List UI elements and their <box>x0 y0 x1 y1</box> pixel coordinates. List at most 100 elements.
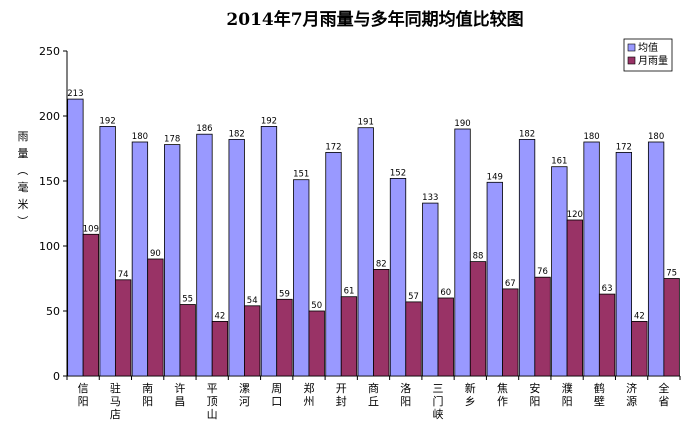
category-label: 阳 <box>562 395 573 408</box>
data-label-mean: 190 <box>454 119 470 129</box>
bar-monthly <box>405 301 422 377</box>
bar-monthly <box>147 258 164 377</box>
bar-monthly <box>437 297 454 377</box>
category-label: 封 <box>336 394 347 408</box>
data-label-mean: 182 <box>519 129 535 139</box>
bar-mean <box>454 128 471 377</box>
y-axis-label-char: 毫 <box>18 180 29 194</box>
data-label-mean: 161 <box>551 157 567 167</box>
data-label-monthly: 50 <box>311 301 322 311</box>
data-label-mean: 172 <box>616 142 632 152</box>
data-label-monthly: 59 <box>279 289 290 299</box>
data-labels: 213 109 192 74 180 90 178 55 186 42 182 54 192 59 151 5… <box>67 89 677 321</box>
data-label-monthly: 55 <box>182 295 193 305</box>
category-label: 壁 <box>594 394 605 408</box>
y-axis-label-char: 量 <box>18 147 29 160</box>
category-label: 昌 <box>174 395 185 408</box>
data-label-mean: 192 <box>261 116 277 126</box>
bar-mean <box>357 127 374 377</box>
category-label: 新 <box>465 381 476 395</box>
data-label-mean: 191 <box>358 118 374 128</box>
category-label: 作 <box>497 395 508 408</box>
category-label: 南 <box>142 382 153 395</box>
bar-mean <box>518 138 536 377</box>
data-label-mean: 180 <box>132 132 148 142</box>
category-label: 乡 <box>465 395 476 408</box>
category-label: 店 <box>110 407 121 421</box>
data-label-monthly: 42 <box>215 311 226 321</box>
y-tick-label: 150 <box>39 175 60 188</box>
bar-monthly <box>566 219 583 377</box>
category-label: 焦 <box>497 382 508 395</box>
category-label: 济 <box>626 381 637 395</box>
bar-mean <box>228 138 245 377</box>
y-tick-label: 250 <box>39 45 60 58</box>
data-label-mean: 178 <box>164 135 180 145</box>
legend-label: 月雨量 <box>638 55 668 67</box>
category-label: 河 <box>239 395 250 408</box>
bar-mean <box>647 141 665 377</box>
bar-monthly <box>244 305 261 377</box>
data-label-monthly: 63 <box>602 284 613 294</box>
legend-label: 均值 <box>638 41 658 54</box>
data-label-mean: 152 <box>390 168 406 178</box>
bar-monthly <box>469 261 487 377</box>
chart-title: 2014年7月雨量与多年同期均值比较图 <box>226 9 523 30</box>
y-axis-label-char: （ <box>16 165 29 176</box>
data-label-monthly: 42 <box>634 311 645 321</box>
bars <box>67 98 680 377</box>
bar-mean <box>615 151 633 377</box>
category-label: 商 <box>368 381 379 395</box>
y-axis-label: 雨量 （ 毫米 ） <box>16 130 29 227</box>
category-label: 鹤 <box>594 381 605 395</box>
bar-mean <box>293 179 310 377</box>
bar-monthly <box>663 278 680 377</box>
category-label: 山 <box>207 408 218 421</box>
category-label: 全 <box>658 381 669 395</box>
category-label: 濮 <box>562 381 573 395</box>
category-label: 州 <box>303 395 314 408</box>
category-label: 平 <box>207 382 218 395</box>
data-label-mean: 186 <box>196 124 212 134</box>
bar-monthly <box>276 298 293 377</box>
data-label-monthly: 120 <box>567 210 583 220</box>
data-label-monthly: 109 <box>83 224 99 234</box>
bar-mean <box>551 166 568 377</box>
category-label: 源 <box>626 394 637 408</box>
data-label-monthly: 75 <box>666 269 677 279</box>
data-label-mean: 182 <box>229 129 245 139</box>
category-label: 马 <box>110 395 121 408</box>
y-axis-label-char: 雨 <box>18 130 29 143</box>
bar-monthly <box>211 320 229 377</box>
category-label: 阳 <box>78 395 89 408</box>
y-tick-label: 100 <box>39 240 60 253</box>
bar-mean <box>164 144 181 377</box>
data-label-mean: 151 <box>293 170 309 180</box>
category-label: 门 <box>433 394 444 408</box>
bar-monthly <box>308 310 325 377</box>
data-label-mean: 149 <box>487 172 503 182</box>
category-label: 顶 <box>207 395 218 408</box>
bar-mean <box>389 177 407 377</box>
data-label-monthly: 57 <box>408 292 419 302</box>
bar-mean <box>131 141 149 377</box>
category-label: 开 <box>336 382 347 395</box>
bar-monthly <box>82 233 100 377</box>
category-label: 阳 <box>400 395 411 408</box>
bar-monthly <box>502 288 519 377</box>
legend-swatch <box>627 56 636 65</box>
data-label-mean: 180 <box>583 132 599 142</box>
data-label-monthly: 74 <box>118 270 129 280</box>
data-label-mean: 172 <box>325 142 341 152</box>
category-label: 漯 <box>239 382 250 395</box>
data-label-mean: 180 <box>648 132 664 142</box>
category-label: 驻 <box>110 381 121 395</box>
data-label-monthly: 60 <box>440 288 451 298</box>
category-label: 洛 <box>400 381 411 395</box>
category-label: 安 <box>529 381 540 395</box>
category-label: 阳 <box>529 395 540 408</box>
category-labels: 信阳驻马店南阳许昌平顶山漯河周口郑州开封商丘洛阳三门峡新乡焦作安阳濮阳鹤壁济源全… <box>78 381 670 421</box>
category-label: 郑 <box>303 381 314 395</box>
